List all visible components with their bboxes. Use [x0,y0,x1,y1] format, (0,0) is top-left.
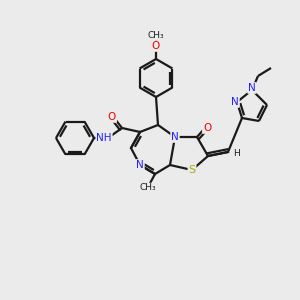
Text: CH₃: CH₃ [148,31,164,40]
Text: N: N [171,132,179,142]
Text: S: S [188,165,196,175]
Text: O: O [203,123,211,133]
Text: N: N [231,97,239,107]
Text: CH₃: CH₃ [140,184,156,193]
Text: H: H [232,149,239,158]
Text: NH: NH [96,133,112,143]
Text: N: N [248,83,256,93]
Text: O: O [108,112,116,122]
Text: O: O [152,41,160,51]
Text: N: N [136,160,144,170]
